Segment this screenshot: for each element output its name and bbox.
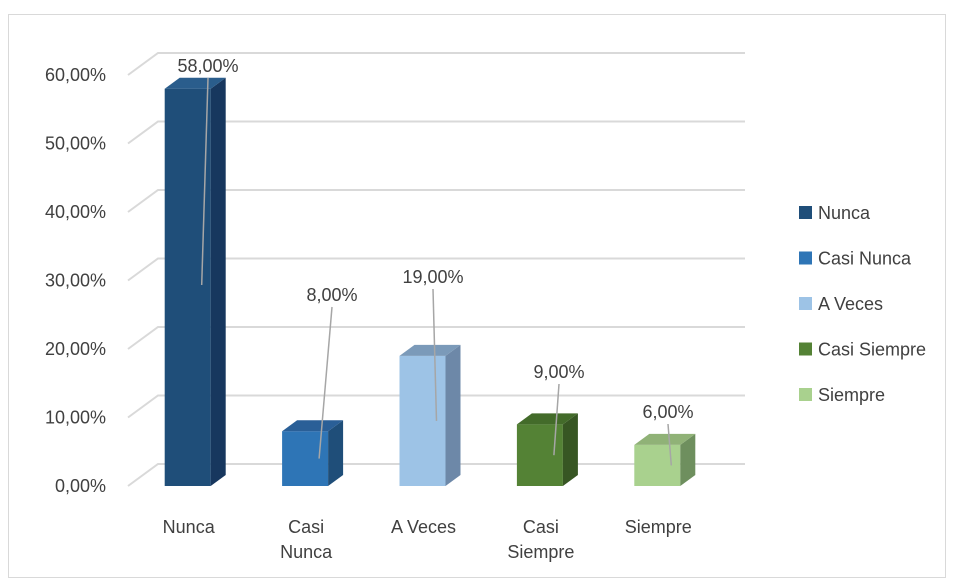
x-tick-label-1-line-1: Nunca <box>280 542 333 562</box>
legend-item-3: Casi Siempre <box>799 340 926 360</box>
y-axis-ticks: 0,00% 10,00% 20,00% 30,00% 40,00% 50,00% 60,00… <box>45 65 106 496</box>
bar-top-4 <box>634 433 696 445</box>
legend-swatch-0 <box>799 206 812 219</box>
x-tick-label-4: Siempre <box>625 517 692 537</box>
legend-swatch-4 <box>799 388 812 401</box>
y-tick-label-1: 10,00% <box>45 408 106 428</box>
bars <box>164 77 696 486</box>
leader-line-3 <box>553 383 560 456</box>
x-tick-label-2-line-0: A Veces <box>391 517 456 537</box>
legend-label-3: Casi Siempre <box>818 340 926 360</box>
legend-label-2: A Veces <box>818 294 883 314</box>
leader-line-1 <box>318 306 333 459</box>
x-tick-label-0-line-0: Nunca <box>163 517 216 537</box>
bar-side-3 <box>562 413 578 486</box>
bar-front-0 <box>164 88 211 486</box>
y-tick-label-5: 50,00% <box>45 134 106 154</box>
y-tick-label-0: 0,00% <box>55 476 106 496</box>
legend: Nunca Casi Nunca A Veces Casi Siempre Siempr… <box>799 203 926 405</box>
x-tick-label-3-line-0: Casi <box>523 517 559 537</box>
leader-line-4 <box>667 423 673 466</box>
y-tick-label-3: 30,00% <box>45 271 106 291</box>
bar-2 <box>399 344 461 486</box>
x-tick-label-2: A Veces <box>391 517 456 537</box>
data-label-1: 8,00% <box>306 285 357 305</box>
legend-label-0: Nunca <box>818 203 871 223</box>
bar-0 <box>164 77 226 486</box>
bar-top-2 <box>399 344 461 356</box>
gridline-4 <box>127 189 745 213</box>
gridline-1 <box>127 394 745 419</box>
x-tick-label-4-line-0: Siempre <box>625 517 692 537</box>
data-label-4: 6,00% <box>642 402 693 422</box>
x-tick-label-3-line-1: Siempre <box>507 542 574 562</box>
gridline-2 <box>127 326 745 350</box>
legend-swatch-2 <box>799 297 812 310</box>
legend-swatch-1 <box>799 251 812 265</box>
chart-frame <box>8 14 946 578</box>
legend-swatch-3 <box>799 342 812 356</box>
x-tick-label-1-line-0: Casi <box>288 517 324 537</box>
bar-3 <box>516 413 578 486</box>
legend-item-4: Siempre <box>799 385 885 405</box>
bar-side-2 <box>445 344 461 486</box>
bar-side-1 <box>328 420 344 486</box>
gridline-5 <box>127 120 745 145</box>
data-label-0: 58,00% <box>177 56 238 76</box>
legend-label-1: Casi Nunca <box>818 249 912 269</box>
gridline-3 <box>127 257 745 282</box>
data-label-2: 19,00% <box>402 267 463 287</box>
bar-1 <box>282 420 344 486</box>
legend-label-4: Siempre <box>818 385 885 405</box>
bar-top-3 <box>516 413 578 425</box>
legend-item-2: A Veces <box>799 294 883 314</box>
data-label-3: 9,00% <box>533 362 584 382</box>
leader-line-0 <box>200 77 209 286</box>
y-tick-label-4: 40,00% <box>45 202 106 222</box>
gridline-6 <box>127 52 745 76</box>
bar-front-4 <box>634 444 681 486</box>
bar-top-0 <box>164 77 226 89</box>
y-tick-label-2: 20,00% <box>45 339 106 359</box>
bar-side-4 <box>680 433 696 486</box>
x-tick-label-1: Casi Nunca <box>280 517 333 562</box>
bar-4 <box>634 433 696 486</box>
bar-front-2 <box>399 355 446 486</box>
x-tick-label-0: Nunca <box>163 517 216 537</box>
x-axis-ticks: Nunca Casi Nunca A Veces Casi Siempre Siempre <box>163 517 692 562</box>
bar-top-1 <box>282 420 344 432</box>
leader-line-2 <box>432 288 438 421</box>
legend-item-1: Casi Nunca <box>799 249 912 269</box>
y-tick-label-6: 60,00% <box>45 65 106 85</box>
data-labels: 58,00% 8,00% 19,00% 9,00% 6,00% <box>177 56 694 466</box>
x-tick-label-3: Casi Siempre <box>507 517 574 562</box>
bar-side-0 <box>210 77 226 486</box>
legend-item-0: Nunca <box>799 203 871 223</box>
